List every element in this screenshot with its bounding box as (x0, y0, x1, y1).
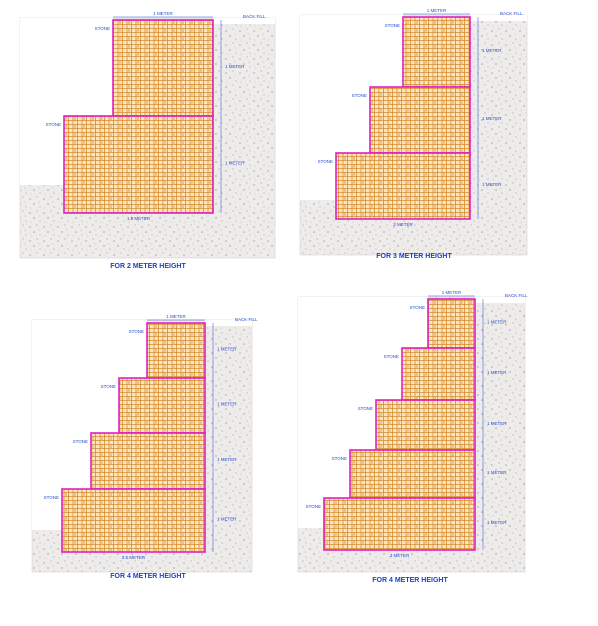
stone-label: STONE (410, 305, 425, 310)
dim-label: 1 METER (166, 314, 186, 319)
height-label: 1 METER (482, 182, 502, 187)
gabion-box (63, 115, 214, 214)
height-label: 1 METER (217, 517, 237, 522)
gabion-box (369, 86, 471, 154)
air-top (213, 18, 275, 24)
dim-label: 1 METER (153, 11, 173, 16)
gabion-box (401, 347, 476, 401)
caption: FOR 3 METER HEIGHT (376, 253, 452, 260)
height-label: 1 METER (487, 520, 507, 525)
gabion-box (375, 399, 476, 451)
height-label: 1 METER (482, 116, 502, 121)
height-label: 1 METER (217, 347, 237, 352)
backfill-label: BACK FILL (235, 317, 258, 322)
stone-label: STONE (318, 159, 333, 164)
stone-label: STONE (44, 495, 59, 500)
gabion-box (118, 377, 206, 434)
stone-label: STONE (73, 439, 88, 444)
backfill-label: BACK FILL (500, 11, 523, 16)
height-label: 1 METER (482, 48, 502, 53)
base-label: 3 METER (390, 553, 410, 558)
gabion-box (402, 16, 471, 88)
air (20, 18, 113, 185)
wall-panel: 1 METER BACK FILL STONE 1 METER STONE 1 METER… (299, 8, 528, 260)
air-top (205, 320, 252, 326)
backfill-label: BACK FILL (505, 293, 528, 298)
height-label: 1 METER (225, 64, 245, 69)
base-label: 1.5 METER (127, 216, 151, 221)
stone-label: STONE (101, 384, 116, 389)
wall-panel: 1 METER BACK FILL STONE 1 METER STONE 1 METER… (19, 11, 276, 270)
gabion-box (335, 152, 471, 220)
height-label: 1 METER (225, 161, 245, 166)
wall-panel: 1 METER BACK FILL STONE 1 METER STONE 1 METER… (31, 314, 258, 580)
base-label: 2 METER (393, 222, 413, 227)
stone-label: STONE (306, 504, 321, 509)
wall-panel: 1 METER BACK FILL STONE 1 METER STONE 1 METER… (297, 290, 528, 584)
stone-label: STONE (384, 354, 399, 359)
air (298, 297, 428, 528)
stone-label: STONE (332, 456, 347, 461)
stone-label: STONE (95, 26, 110, 31)
dim-label: 1 METER (442, 290, 462, 295)
gabion-box (323, 497, 476, 551)
gabion-box (146, 322, 206, 379)
height-label: 1 METER (217, 457, 237, 462)
caption: FOR 4 METER HEIGHT (372, 577, 448, 584)
air (32, 320, 147, 530)
base-label: 2.5 METER (122, 555, 146, 560)
dim-label: 1 METER (427, 8, 447, 13)
gabion-box (427, 298, 476, 349)
gabion-box (349, 449, 476, 499)
height-label: 1 METER (487, 421, 507, 426)
caption: FOR 4 METER HEIGHT (110, 573, 186, 580)
stone-label: STONE (352, 93, 367, 98)
air-top (470, 15, 527, 21)
stone-label: STONE (129, 329, 144, 334)
gabion-box (112, 19, 214, 117)
height-label: 1 METER (487, 370, 507, 375)
panels: 1 METER BACK FILL STONE 1 METER STONE 1 METER… (19, 8, 528, 584)
air (300, 15, 403, 200)
height-label: 1 METER (487, 470, 507, 475)
stone-label: STONE (385, 23, 400, 28)
air-top (475, 297, 525, 303)
height-label: 1 METER (217, 402, 237, 407)
gabion-box (61, 488, 206, 553)
backfill-label: BACK FILL (243, 14, 266, 19)
gabion-box (90, 432, 206, 490)
stone-label: STONE (358, 406, 373, 411)
height-label: 1 METER (487, 320, 507, 325)
caption: FOR 2 METER HEIGHT (110, 263, 186, 270)
stone-label: STONE (46, 122, 61, 127)
